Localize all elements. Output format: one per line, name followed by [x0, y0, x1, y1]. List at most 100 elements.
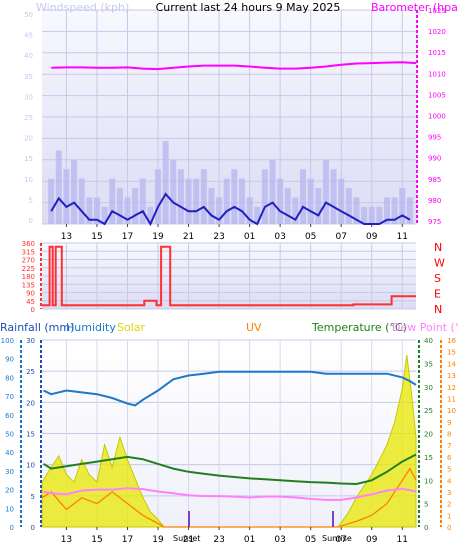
wind-gust-bar — [330, 169, 337, 224]
wind-gust-bar — [315, 188, 322, 224]
y-tick-label: 0 — [424, 524, 428, 532]
y-tick-label: 30 — [424, 384, 433, 392]
y-tick-label: 225 — [22, 265, 35, 273]
y-tick-label: 975 — [428, 218, 441, 226]
y-tick-label: 10 — [424, 477, 433, 485]
wind-gust-bar — [55, 150, 62, 224]
wind-gust-bar — [216, 197, 223, 224]
barometer-axis-label: Barometer (hpa) — [371, 1, 458, 14]
sunset-label: Sunset — [173, 534, 200, 543]
y-tick-label: 6 — [447, 454, 452, 462]
y-tick-label: 20 — [5, 487, 14, 495]
y-tick-label: 50 — [24, 11, 33, 19]
y-tick-label: 12 — [447, 384, 456, 392]
legend-temperature: Temperature (°C) — [311, 321, 407, 334]
y-tick-label: 15 — [447, 349, 456, 357]
x-tick-label: 21 — [183, 232, 194, 242]
wind-gust-bar — [63, 169, 70, 224]
wind-gust-bar — [116, 188, 123, 224]
wind-gust-bar — [307, 178, 314, 224]
wind-gust-bar — [399, 188, 406, 224]
y-tick-label: 980 — [428, 197, 441, 205]
y-tick-label: 9 — [447, 419, 451, 427]
wind-gust-bar — [246, 197, 253, 224]
y-tick-label: 135 — [22, 281, 35, 289]
y-tick-label: 7 — [447, 442, 451, 450]
rainfall-axis: 30 25 20 15 10 5 0 — [26, 337, 35, 532]
y-tick-label: 45 — [24, 32, 33, 40]
y-tick-label: 0 — [29, 217, 33, 225]
y-tick-label: 985 — [428, 176, 441, 184]
wind-gust-bar — [300, 169, 307, 224]
x-tick-label: 09 — [366, 232, 378, 242]
y-tick-label: 10 — [5, 505, 14, 513]
legend-humidity: Humidity — [66, 321, 116, 334]
wind-gust-bar — [322, 159, 329, 224]
windspeed-line — [50, 192, 411, 227]
legend-solar: Solar — [117, 321, 146, 334]
y-tick-label: 13 — [447, 372, 456, 380]
wind-gust-bar — [193, 178, 200, 224]
y-tick-label: 30 — [24, 93, 33, 101]
wind-gust-bar — [109, 178, 116, 224]
barometer-line — [51, 61, 417, 71]
x-tick-label: 05 — [305, 232, 316, 242]
y-tick-label: 20 — [26, 399, 35, 407]
x-tick-label: 17 — [122, 535, 133, 544]
y-tick-label: 20 — [24, 135, 33, 143]
direction-grid — [42, 242, 416, 310]
x-tick-label: 11 — [397, 535, 408, 544]
x-tick-label: 15 — [91, 535, 102, 544]
y-tick-label: 0 — [10, 524, 14, 532]
compass-label: N — [434, 241, 442, 254]
wind-gust-bar — [269, 159, 276, 224]
rain-temperature-panel: Rainfall (mm) Humidity Solar UV Temperat… — [0, 321, 458, 544]
y-tick-label: 3 — [447, 489, 451, 497]
y-tick-label: 16 — [447, 337, 456, 345]
y-tick-label: 0 — [447, 524, 451, 532]
wind-gust-bar — [147, 206, 154, 224]
wind-time-axis: 13 15 17 19 21 23 01 03 05 07 09 11 — [61, 224, 408, 242]
solar-area — [41, 354, 417, 528]
barometer-axis: 1025 1020 1015 1010 1005 1000 995 990 985 980 975 — [428, 7, 446, 226]
wind-gust-bar — [139, 178, 146, 224]
wind-gust-bar — [254, 206, 261, 224]
x-tick-label: 19 — [152, 535, 164, 544]
wind-gust-bar — [162, 140, 169, 224]
wind-gust-bar — [284, 188, 291, 224]
y-tick-label: 90 — [5, 356, 14, 364]
wind-gust-bar — [208, 188, 215, 224]
wind-gust-bar — [353, 197, 360, 224]
x-tick-label: 03 — [274, 232, 285, 242]
wind-gust-bar — [376, 206, 383, 224]
wind-gust-bar — [170, 159, 177, 224]
humidity-line — [43, 370, 417, 407]
wind-gust-bar — [277, 178, 284, 224]
y-tick-label: 315 — [22, 248, 35, 256]
sunrise-label: Sunrise — [322, 534, 352, 543]
direction-line — [42, 245, 416, 307]
x-tick-label: 15 — [91, 232, 102, 242]
y-tick-label: 995 — [428, 134, 441, 142]
wind-gust-bar — [86, 197, 93, 224]
x-tick-label: 07 — [335, 535, 346, 544]
y-tick-label: 15 — [26, 431, 35, 439]
y-tick-label: 60 — [5, 412, 14, 420]
y-tick-label: 15 — [424, 454, 433, 462]
wind-gust-bar — [383, 197, 390, 224]
wind-gust-bar — [177, 169, 184, 224]
y-tick-label: 1025 — [428, 7, 446, 15]
y-tick-label: 270 — [22, 257, 35, 265]
y-tick-label: 40 — [24, 52, 33, 60]
x-tick-label: 23 — [213, 232, 224, 242]
wind-gust-bar — [338, 178, 345, 224]
compass-label: N — [434, 303, 442, 316]
y-tick-label: 10 — [447, 407, 456, 415]
y-tick-label: 70 — [5, 393, 14, 401]
chart-title: Current last 24 hours 9 May 2025 — [156, 1, 341, 14]
wind-gust-bar — [345, 188, 352, 224]
